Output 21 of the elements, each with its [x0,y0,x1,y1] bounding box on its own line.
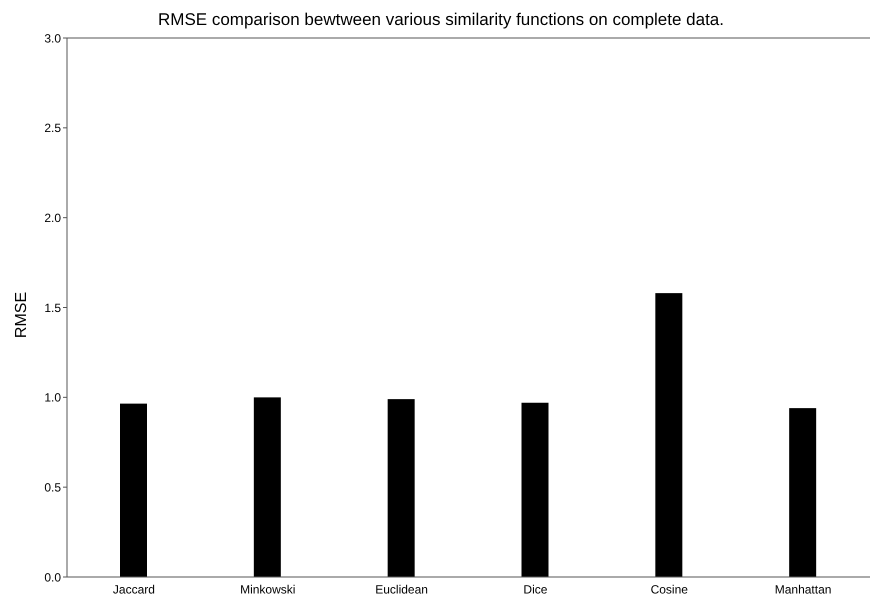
y-tick-label: 0.5 [44,480,62,494]
bar [522,402,548,577]
x-tick-label: Euclidean [375,582,428,597]
x-tick-label: Dice [523,582,548,597]
x-tick-label: Manhattan [774,582,832,597]
chart-title: RMSE comparison bewtween various similarity functions on complete data. [158,10,724,30]
bar [120,404,147,577]
x-tick-label: Minkowski [240,582,296,597]
y-tick-label: 0.0 [44,570,62,584]
y-tick-label: 3.0 [44,31,62,46]
y-tick-label: 1.0 [44,390,62,405]
y-tick-label: 1.5 [44,300,62,315]
bar [655,293,682,577]
x-tick-label: Jaccard [112,582,155,597]
y-tick-label: 2.0 [44,210,62,225]
bar [388,399,415,577]
y-axis-title: RMSE [13,292,31,338]
bar [789,408,816,577]
y-tick-label: 2.5 [44,121,62,136]
x-tick-label: Cosine [650,582,688,597]
bar [254,397,281,577]
